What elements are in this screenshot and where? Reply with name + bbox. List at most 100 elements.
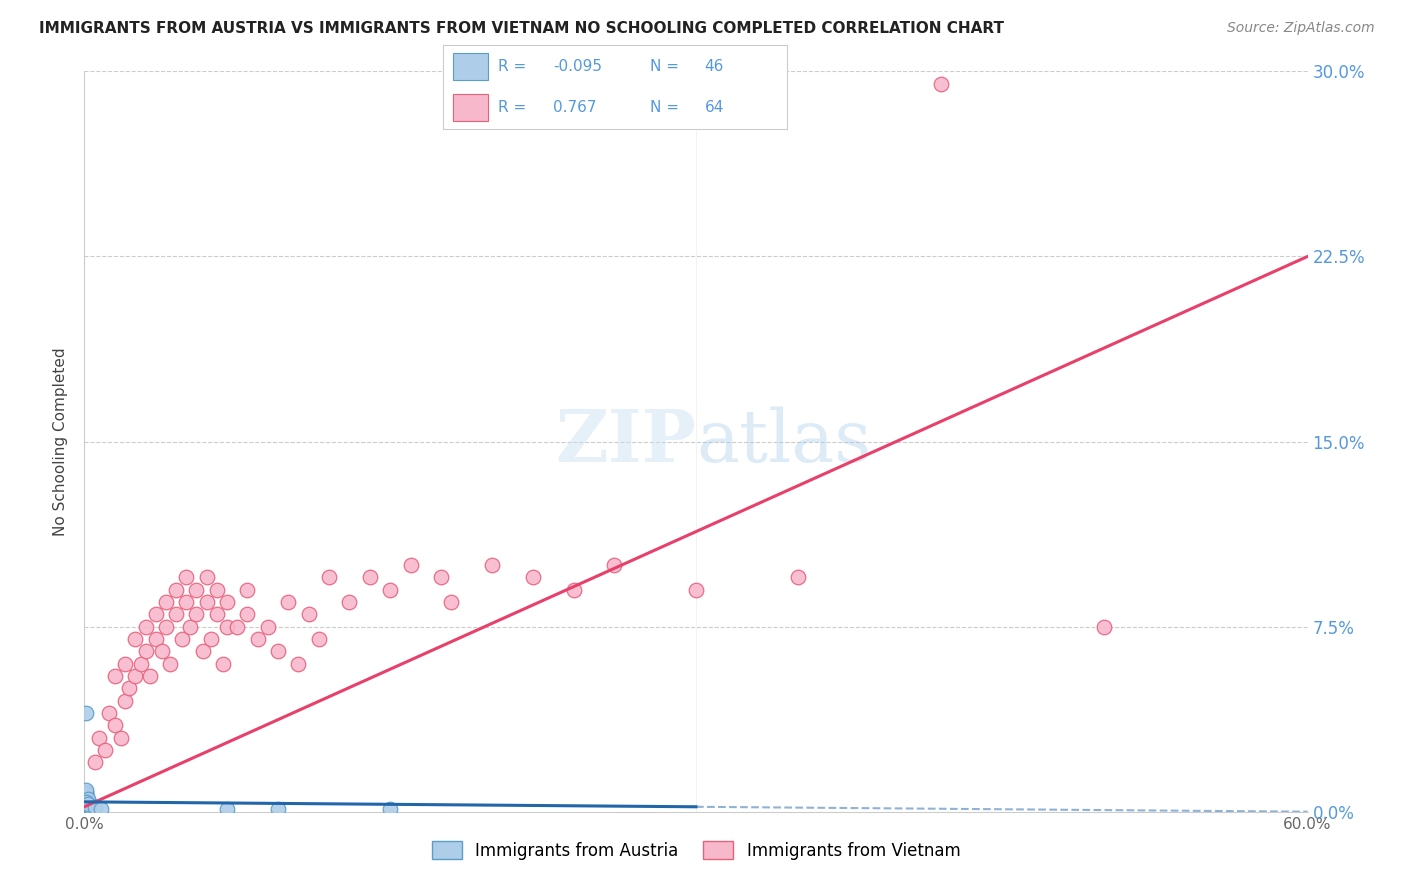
- Point: [308, 632, 330, 646]
- Point: [77, 797, 100, 812]
- Point: [90, 802, 112, 816]
- Point: [79, 799, 101, 814]
- Point: [77, 795, 100, 809]
- Point: [77, 799, 100, 814]
- Point: [135, 619, 157, 633]
- Point: [380, 582, 402, 597]
- Text: 46: 46: [704, 59, 724, 74]
- Point: [195, 595, 218, 609]
- Point: [75, 795, 97, 809]
- Point: [787, 570, 810, 584]
- Text: IMMIGRANTS FROM AUSTRIA VS IMMIGRANTS FROM VIETNAM NO SCHOOLING COMPLETED CORREL: IMMIGRANTS FROM AUSTRIA VS IMMIGRANTS FR…: [39, 21, 1004, 37]
- Point: [155, 595, 177, 609]
- Point: [83, 799, 105, 814]
- Point: [165, 582, 187, 597]
- Point: [75, 792, 97, 806]
- Text: 0.767: 0.767: [553, 100, 596, 115]
- Point: [440, 595, 463, 609]
- Point: [77, 795, 100, 809]
- Point: [77, 799, 100, 814]
- Text: 64: 64: [704, 100, 724, 115]
- Point: [172, 632, 194, 646]
- Text: N =: N =: [650, 100, 679, 115]
- Point: [430, 570, 453, 584]
- Point: [145, 607, 167, 622]
- Point: [79, 799, 101, 814]
- Point: [75, 799, 97, 814]
- Bar: [453, 94, 488, 120]
- Point: [77, 792, 100, 806]
- Point: [212, 657, 235, 671]
- Point: [75, 797, 97, 812]
- Text: ZIP: ZIP: [555, 406, 696, 477]
- Point: [174, 595, 197, 609]
- Point: [79, 802, 101, 816]
- Text: Source: ZipAtlas.com: Source: ZipAtlas.com: [1227, 21, 1375, 36]
- Point: [399, 558, 422, 572]
- Point: [226, 619, 249, 633]
- Point: [75, 792, 97, 806]
- Point: [110, 731, 132, 745]
- Point: [246, 632, 269, 646]
- Point: [186, 607, 208, 622]
- Point: [174, 570, 197, 584]
- Point: [77, 802, 100, 816]
- Point: [217, 595, 239, 609]
- Point: [75, 802, 97, 816]
- Point: [318, 570, 340, 584]
- Point: [77, 799, 100, 814]
- Point: [217, 619, 239, 633]
- Point: [77, 797, 100, 812]
- Point: [75, 795, 97, 809]
- Point: [236, 582, 259, 597]
- Point: [287, 657, 309, 671]
- Point: [277, 595, 299, 609]
- Point: [298, 607, 321, 622]
- Point: [75, 789, 97, 804]
- Point: [200, 632, 222, 646]
- Point: [124, 669, 146, 683]
- Point: [267, 802, 290, 816]
- Point: [104, 718, 127, 732]
- Point: [77, 797, 100, 812]
- Point: [359, 570, 381, 584]
- Point: [1092, 619, 1115, 633]
- Point: [339, 595, 361, 609]
- Point: [217, 802, 239, 816]
- Point: [75, 706, 97, 720]
- Point: [118, 681, 141, 696]
- Point: [79, 802, 101, 816]
- Point: [603, 558, 626, 572]
- Point: [562, 582, 585, 597]
- Point: [380, 802, 402, 816]
- Point: [75, 788, 97, 802]
- Text: atlas: atlas: [696, 406, 872, 477]
- Point: [159, 657, 181, 671]
- Point: [155, 619, 177, 633]
- Point: [75, 797, 97, 812]
- Point: [75, 782, 97, 797]
- Point: [82, 799, 104, 814]
- Text: N =: N =: [650, 59, 679, 74]
- Point: [79, 799, 101, 814]
- Point: [75, 799, 97, 814]
- Text: -0.095: -0.095: [553, 59, 602, 74]
- Point: [114, 657, 136, 671]
- Point: [75, 792, 97, 806]
- Point: [79, 797, 101, 812]
- Point: [77, 797, 100, 812]
- Point: [131, 657, 153, 671]
- Text: R =: R =: [498, 59, 526, 74]
- Point: [77, 802, 100, 816]
- Point: [93, 743, 115, 757]
- Point: [75, 795, 97, 809]
- Point: [195, 570, 218, 584]
- Point: [77, 797, 100, 812]
- Point: [135, 644, 157, 658]
- Y-axis label: No Schooling Completed: No Schooling Completed: [53, 347, 69, 536]
- Point: [77, 802, 100, 816]
- Point: [267, 644, 290, 658]
- Point: [481, 558, 503, 572]
- Point: [191, 644, 214, 658]
- Point: [75, 788, 97, 802]
